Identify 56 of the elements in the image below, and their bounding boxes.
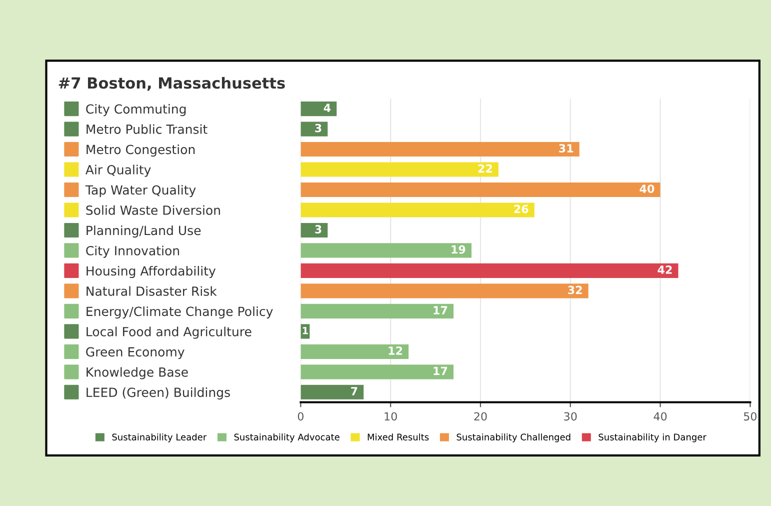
bar bbox=[300, 102, 337, 116]
x-tick-label: 20 bbox=[474, 412, 487, 421]
data-label: 17 bbox=[434, 306, 448, 314]
data-label: 32 bbox=[568, 286, 582, 294]
y-tick-label: Metro Public Transit bbox=[86, 124, 208, 134]
bar bbox=[300, 284, 588, 298]
bar bbox=[300, 222, 328, 238]
bar bbox=[300, 384, 364, 400]
y-tick-label: Natural Disaster Risk bbox=[86, 286, 217, 296]
y-tick-label: Housing Affordability bbox=[86, 266, 216, 278]
y-tick-label: Local Food and Agriculture bbox=[86, 326, 252, 339]
data-label: 17 bbox=[434, 366, 448, 375]
y-tick-label: City Commuting bbox=[86, 104, 186, 116]
bar bbox=[300, 263, 678, 278]
data-label: 26 bbox=[514, 204, 528, 214]
data-label: 19 bbox=[452, 245, 466, 254]
legend-label: Sustainability Advocate bbox=[234, 433, 340, 442]
text: #7 Boston, Massachusetts bbox=[58, 76, 285, 91]
y-tick-label: Metro Congestion bbox=[86, 144, 195, 157]
data-label: 40 bbox=[640, 184, 654, 193]
data-label: 7 bbox=[351, 387, 358, 396]
bar bbox=[300, 122, 328, 136]
bar bbox=[300, 142, 580, 157]
x-tick-label: 10 bbox=[384, 412, 397, 421]
bar bbox=[300, 243, 472, 258]
legend-label: Mixed Results bbox=[368, 433, 429, 440]
data-label: 42 bbox=[658, 266, 672, 274]
bar bbox=[300, 162, 498, 177]
legend-label: Sustainability Challenged bbox=[456, 433, 570, 442]
y-tick-label: City Innovation bbox=[86, 246, 180, 258]
bar bbox=[300, 364, 454, 380]
legend-label: Sustainability in Danger bbox=[598, 433, 706, 442]
data-label: 22 bbox=[478, 164, 492, 173]
bar bbox=[300, 304, 454, 318]
x-tick-label: 50 bbox=[744, 412, 757, 421]
y-tick-label: Planning/Land Use bbox=[86, 225, 201, 238]
y-tick-label: Solid Waste Diversion bbox=[86, 205, 220, 215]
y-tick-label: Tap Water Quality bbox=[85, 185, 196, 198]
legend-label: Sustainability Leader bbox=[112, 433, 207, 442]
y-tick-label: Energy/Climate Change Policy bbox=[86, 306, 273, 319]
y-tick-label: LEED (Green) Buildings bbox=[86, 387, 230, 400]
y-tick-label: Air Quality bbox=[86, 164, 151, 177]
y-tick-label: Green Economy bbox=[86, 347, 184, 360]
bar bbox=[300, 182, 660, 198]
data-label: 3 bbox=[315, 124, 322, 132]
bar bbox=[300, 344, 409, 359]
data-label: 12 bbox=[388, 346, 402, 355]
data-label: 31 bbox=[559, 144, 574, 152]
y-tick-label: Knowledge Base bbox=[86, 367, 188, 380]
x-tick-label: 0 bbox=[298, 412, 304, 421]
data-label: 4 bbox=[324, 104, 331, 112]
x-tick-label: 40 bbox=[654, 412, 667, 421]
data-label: 1 bbox=[302, 327, 308, 334]
data-label: 3 bbox=[315, 225, 322, 234]
x-tick-label: 30 bbox=[564, 412, 577, 421]
bar bbox=[300, 202, 534, 218]
